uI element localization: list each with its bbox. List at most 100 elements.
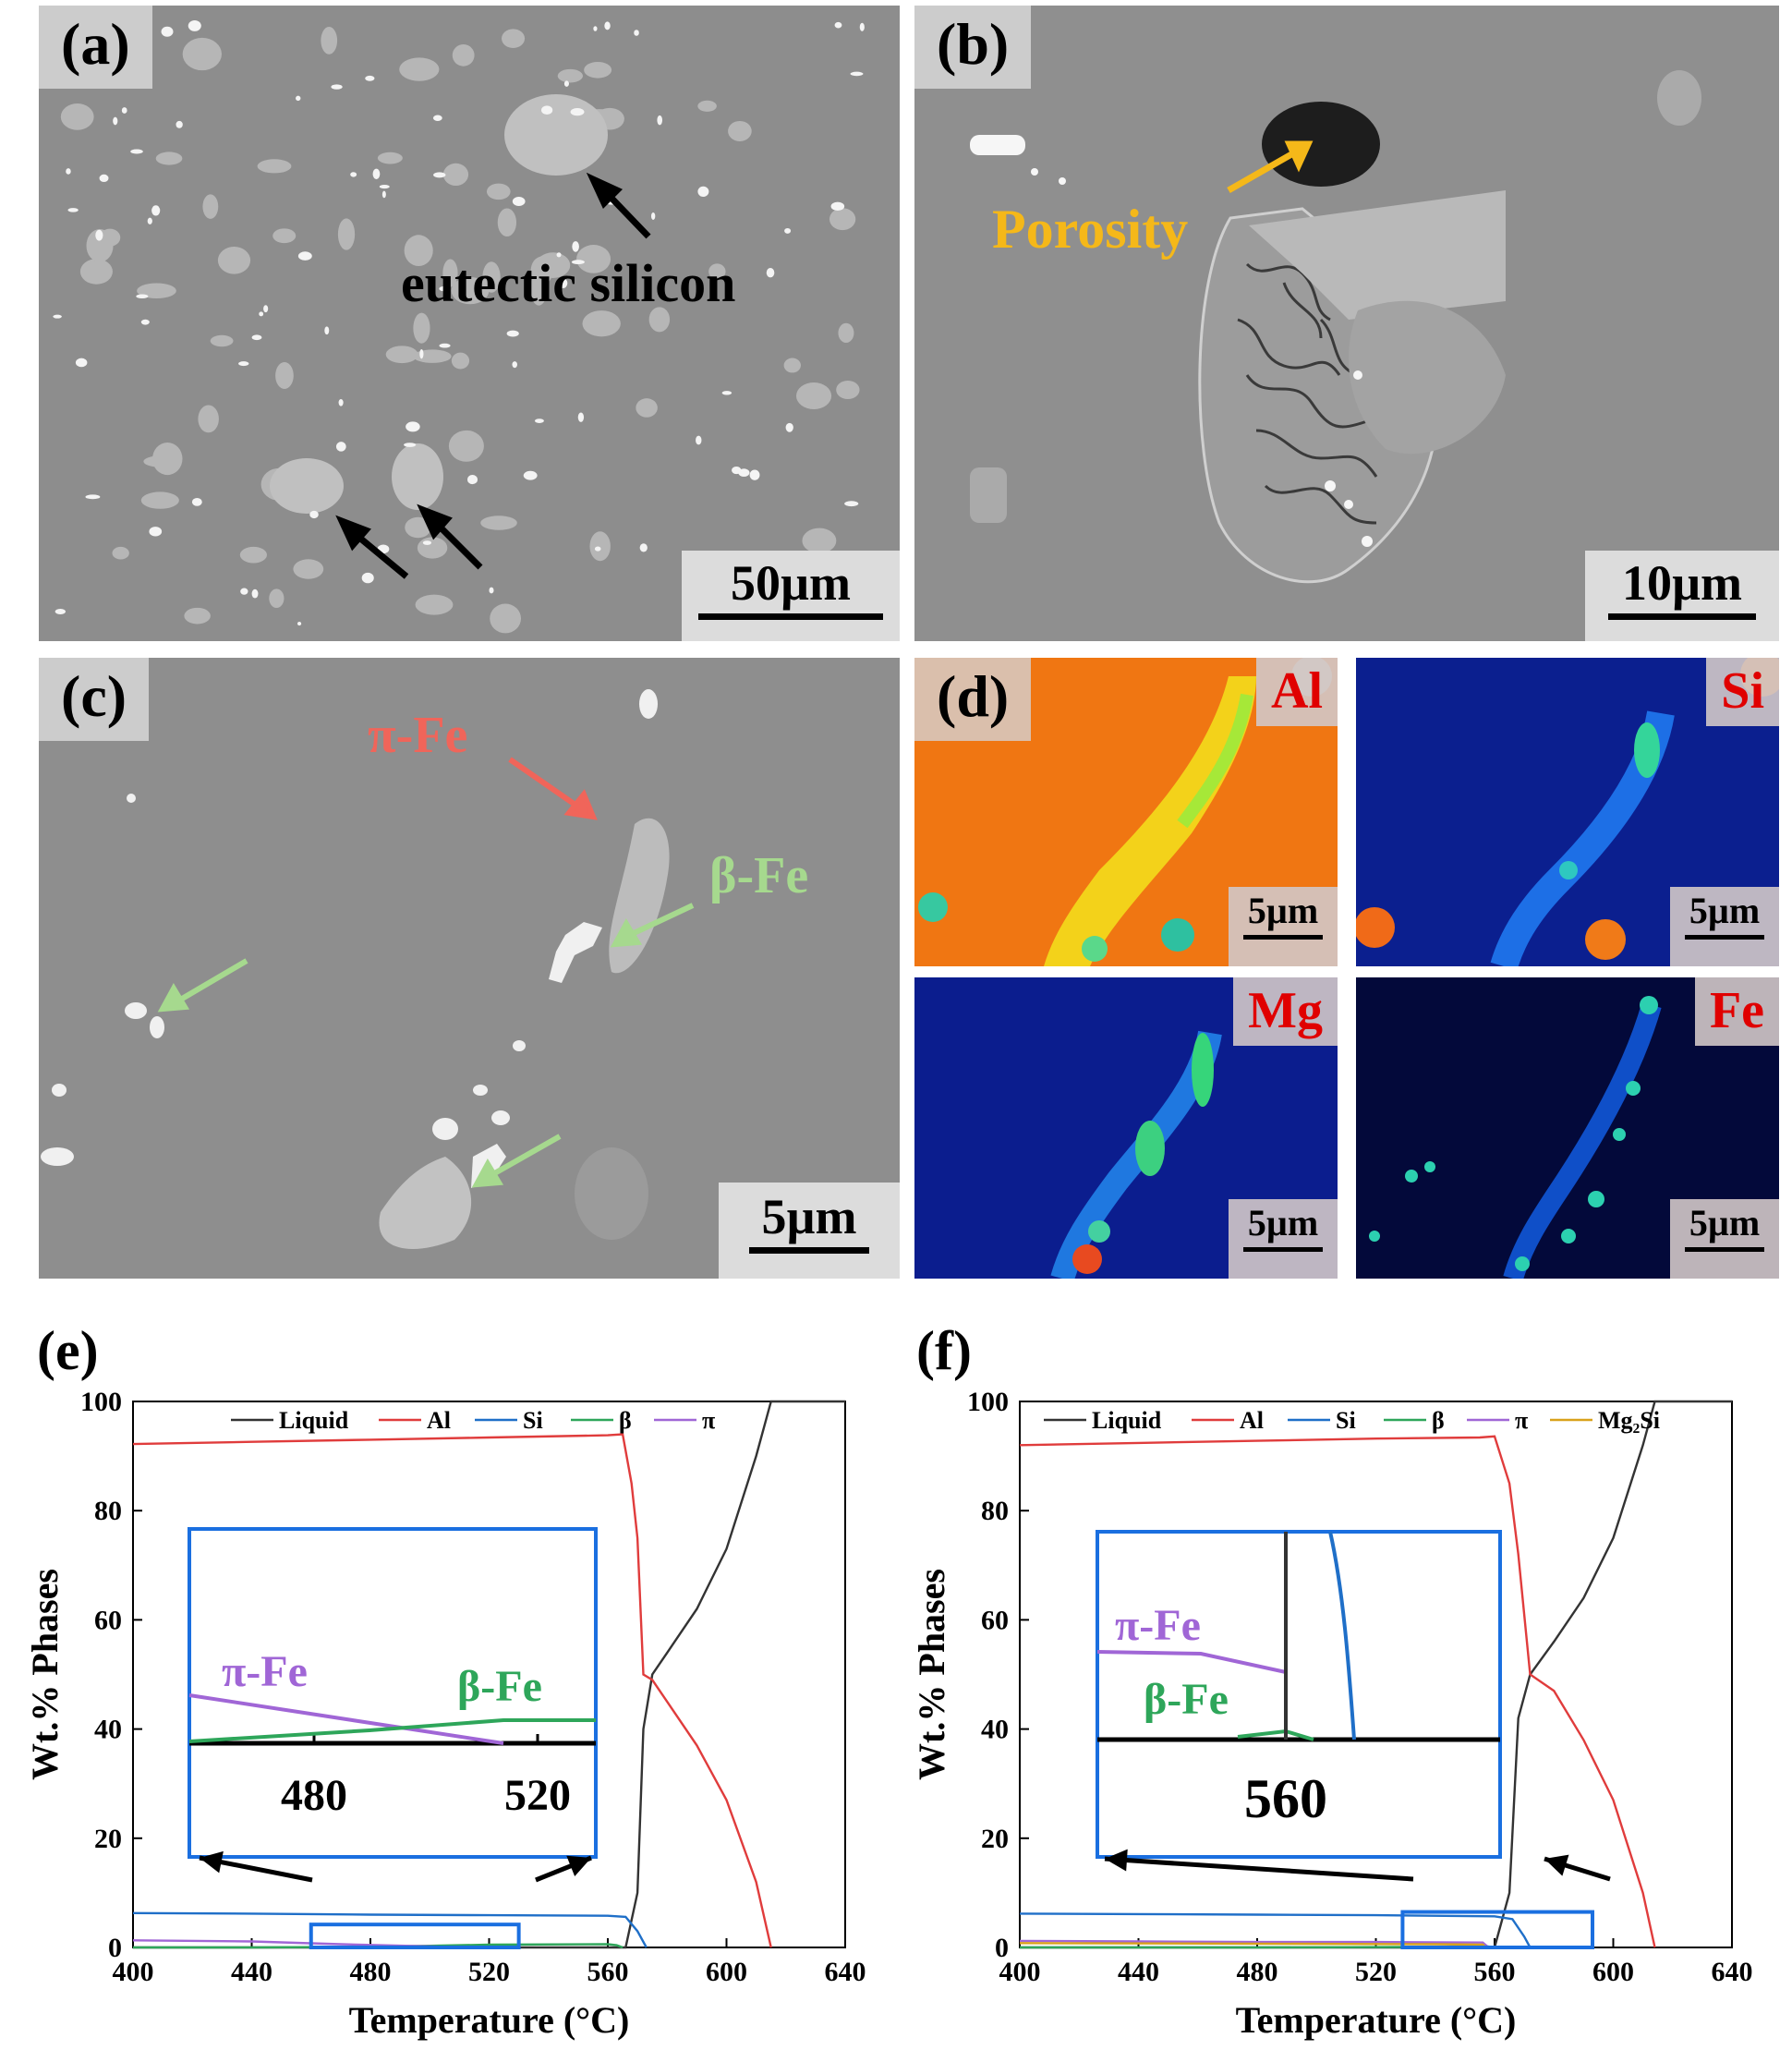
silicon-grain: [648, 307, 671, 333]
intermetallic-particle: [381, 190, 386, 199]
intermetallic-particle: [556, 252, 562, 258]
series-line-Al: [1019, 1435, 1656, 1948]
y-tick-label: 100: [967, 1387, 1009, 1417]
intermetallic-particle: [53, 314, 62, 319]
silicon-grain: [60, 103, 94, 130]
scale-label-d-mg: 5µm: [1247, 1202, 1319, 1243]
intermetallic-particle: [85, 494, 101, 500]
zoom-arrow-head: [566, 1855, 591, 1877]
intermetallic-particle: [297, 621, 302, 626]
intermetallic-particle: [850, 71, 864, 77]
intermetallic-particle: [859, 22, 865, 31]
scale-bar-d-mg: 5µm: [1229, 1199, 1338, 1279]
silicon-grain: [202, 194, 219, 219]
x-tick-label: 600: [706, 1957, 747, 1987]
eds-label-mg: Mg: [1233, 977, 1338, 1046]
silicon-grain: [530, 272, 548, 306]
intermetallic-particle: [240, 588, 248, 595]
intermetallic-particle: [176, 120, 183, 128]
silicon-grain: [708, 263, 726, 280]
silicon-grain: [293, 559, 324, 579]
series-line-Si: [132, 1911, 648, 1948]
silicon-grain: [490, 603, 522, 634]
silicon-grain: [198, 405, 219, 433]
scale-label-c: 5µm: [761, 1189, 857, 1244]
zoom-region: [309, 1923, 521, 1949]
scale-line-d-al: [1243, 935, 1323, 940]
eutectic-silicon-cluster: [270, 458, 344, 514]
intermetallic-particle: [594, 546, 601, 552]
legend-entry: Si: [1336, 1407, 1356, 1434]
intermetallic-particle: [785, 422, 793, 432]
inset-line-si: [1328, 1531, 1356, 1741]
intermetallic-particle: [422, 540, 432, 545]
legend-entry: Al: [1240, 1407, 1264, 1434]
silicon-grain: [137, 283, 176, 299]
eds-map-si: Si 5µm: [1356, 658, 1779, 966]
silicon-grain: [636, 398, 658, 418]
scale-label-a: 50µm: [730, 555, 852, 611]
silicon-grain: [589, 531, 611, 562]
intermetallic-particle: [650, 212, 656, 220]
legend-entry: β: [619, 1407, 632, 1434]
legend-entry: Si: [523, 1407, 543, 1434]
silicon-grain: [405, 516, 431, 539]
series-line-Si: [1019, 1912, 1532, 1948]
legend-entry: Liquid: [1092, 1407, 1162, 1434]
intermetallic-particle: [404, 443, 417, 447]
y-tick-label: 60: [94, 1605, 122, 1635]
intermetallic-particle: [263, 305, 269, 313]
panel-label-a: (a): [39, 6, 152, 89]
intermetallic-particle: [66, 168, 71, 175]
legend-entry: π: [1515, 1407, 1528, 1434]
intermetallic-particle: [140, 319, 150, 325]
intermetallic-particle: [372, 168, 381, 179]
intermetallic-particle: [844, 501, 859, 507]
intermetallic-particle: [331, 84, 343, 90]
phase-chart-f: 400 440 480 520 560 600 640 0 20 40 60 80 100 Tempera…: [887, 1358, 1792, 2057]
legend-entry: β: [1432, 1407, 1445, 1434]
inset-label-pi-fe: π-Fe: [1115, 1601, 1201, 1650]
y-tick-label: 20: [981, 1824, 1009, 1854]
silicon-grain: [452, 43, 475, 67]
x-tick-label: 640: [825, 1957, 866, 1987]
intermetallic-particle: [766, 268, 775, 278]
silicon-grain: [152, 442, 183, 476]
intermetallic-particle: [324, 326, 330, 335]
annotation-beta-fe: β-Fe: [709, 847, 809, 904]
x-axis-label: Temperature (°C): [349, 1999, 630, 2041]
intermetallic-particle: [309, 510, 319, 519]
silicon-grain: [497, 208, 517, 237]
intermetallic-particle: [149, 527, 163, 537]
zoom-arrow-head: [1544, 1854, 1569, 1876]
scale-bar-a: 50µm: [682, 551, 900, 641]
silicon-grain: [337, 218, 356, 250]
inset-box: [188, 1527, 598, 1859]
silicon-grain: [536, 252, 571, 278]
silicon-grain: [79, 259, 113, 285]
silicon-grain: [838, 322, 854, 344]
intermetallic-particle: [721, 391, 733, 395]
sem-image-a-texture: [39, 6, 900, 641]
silicon-grain: [557, 68, 584, 83]
inset-line-pi-fe: [188, 1693, 504, 1745]
intermetallic-particle: [534, 418, 544, 423]
silicon-grain: [257, 159, 292, 174]
scale-label-d-al: 5µm: [1247, 890, 1319, 931]
legend-entry: π: [702, 1407, 715, 1434]
intermetallic-particle: [335, 442, 346, 452]
intermetallic-particle: [571, 260, 585, 265]
series-line-Al: [132, 1433, 772, 1948]
scale-bar-d-fe: 5µm: [1670, 1199, 1779, 1279]
silicon-grain: [385, 346, 418, 364]
intermetallic-particle: [95, 229, 103, 241]
zoom-arrow: [1104, 1856, 1414, 1882]
intermetallic-particle: [406, 421, 420, 432]
intermetallic-particle: [350, 172, 357, 177]
intermetallic-particle: [593, 26, 598, 31]
annotation-eutectic-silicon: eutectic silicon: [401, 253, 736, 313]
intermetallic-particle: [161, 26, 174, 37]
intermetallic-particle: [147, 217, 152, 224]
scale-line-d-fe: [1685, 1247, 1764, 1252]
phase-chart-e: 400 440 480 520 560 600 640 0 20 40 60 80 100 Tempera…: [0, 1358, 905, 2057]
